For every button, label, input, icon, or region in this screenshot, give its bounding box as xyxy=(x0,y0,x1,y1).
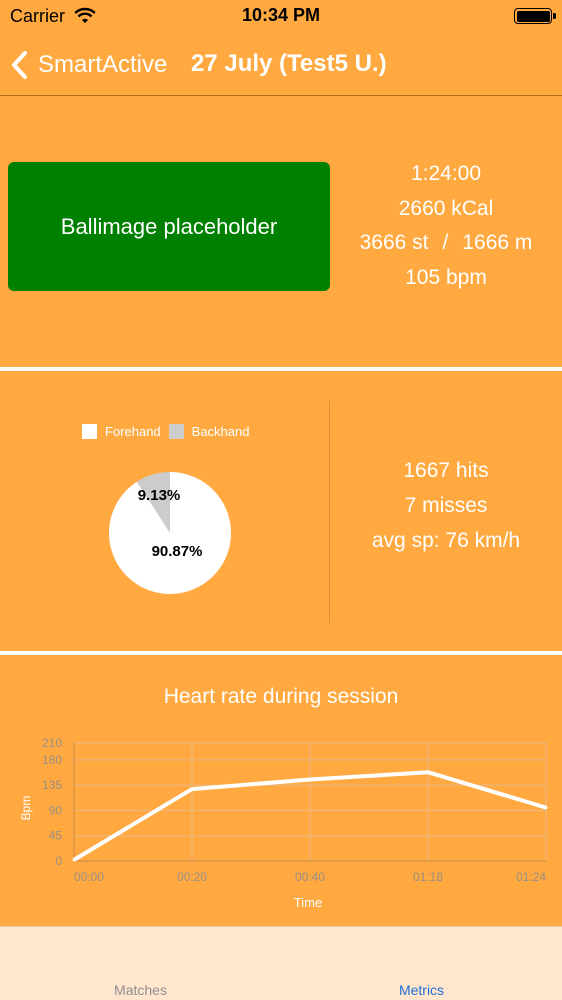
column-divider xyxy=(329,401,330,623)
x-tick-label: 00:00 xyxy=(74,870,104,884)
misses-value: 7 misses xyxy=(404,494,488,517)
distance-value: 1666 m xyxy=(462,231,533,254)
page-title: 27 July (Test5 U.) xyxy=(191,50,387,77)
status-bar: Carrier 10:34 PM xyxy=(0,0,562,32)
y-tick-label: 45 xyxy=(49,829,63,843)
hits-section: Forehand Backhand 9.13% 90.87% 1667 hits … xyxy=(0,371,562,651)
heart-rate-point xyxy=(308,778,312,782)
tab-metrics[interactable]: Metrics xyxy=(281,927,562,1000)
calories-value: 2660 kCal xyxy=(398,196,494,220)
y-tick-label: 135 xyxy=(42,778,62,792)
heart-rate-value: 105 bpm xyxy=(405,265,487,289)
avg-speed-value: avg sp: 76 km/h xyxy=(371,529,521,552)
hits-value: 1667 hits xyxy=(403,459,489,482)
section-divider xyxy=(0,367,562,371)
x-tick-label: 01:24 xyxy=(516,870,546,884)
placeholder-label: Ballimage placeholder xyxy=(60,213,278,239)
backhand-legend-swatch xyxy=(168,424,184,439)
heart-rate-point xyxy=(426,770,430,774)
clock: 10:34 PM xyxy=(241,5,321,25)
forehand-legend-label: Forehand xyxy=(105,424,161,439)
hit-stats: 1667 hits 7 misses avg sp: 76 km/h xyxy=(330,453,562,558)
x-tick-label: 01:18 xyxy=(413,870,443,884)
x-tick-label: 00:40 xyxy=(295,870,325,884)
stroke-pie-chart: 9.13% 90.87% xyxy=(108,472,231,594)
heart-rate-point xyxy=(190,787,194,791)
chevron-left-icon xyxy=(12,51,27,79)
back-label: SmartActive xyxy=(38,51,168,78)
steps-distance-row: 3666 st / 1666 m xyxy=(330,226,562,261)
ball-image-placeholder: Ballimage placeholder xyxy=(8,162,330,291)
battery-icon xyxy=(514,8,556,24)
session-summary-section: Ballimage placeholder 1:24:00 2660 kCal … xyxy=(0,97,562,367)
pie-label-forehand: 90.87% xyxy=(152,543,203,560)
tab-metrics-label: Metrics xyxy=(398,982,445,998)
heart-rate-point xyxy=(72,858,76,862)
x-axis-title: Time xyxy=(294,895,322,910)
pie-slice-forehand xyxy=(108,472,231,594)
x-tick-label: 00:20 xyxy=(177,870,207,884)
y-tick-label: 90 xyxy=(49,803,63,817)
tab-matches-label: Matches xyxy=(114,982,167,998)
y-tick-label: 180 xyxy=(42,753,62,767)
backhand-legend-label: Backhand xyxy=(191,424,250,439)
separator: / xyxy=(442,231,449,254)
tab-matches[interactable]: Matches xyxy=(0,927,281,1000)
carrier-label: Carrier xyxy=(10,6,66,26)
heart-rate-chart-title: Heart rate during session xyxy=(163,685,399,708)
back-button[interactable]: SmartActive xyxy=(10,48,167,82)
pie-legend: Forehand Backhand xyxy=(82,424,249,439)
heart-rate-point xyxy=(544,806,548,810)
forehand-legend-swatch xyxy=(82,424,97,439)
wifi-icon xyxy=(74,7,96,23)
steps-value: 3666 st xyxy=(359,231,429,254)
section-divider xyxy=(0,651,562,655)
tab-bar: Matches Metrics xyxy=(0,926,562,1000)
heart-rate-section: Heart rate during session 0 45 90 135 180 210… xyxy=(0,655,562,926)
y-axis-title: Bpm xyxy=(19,796,33,821)
summary-stats: 1:24:00 2660 kCal 3666 st / 1666 m 105 bpm xyxy=(330,157,562,295)
heart-rate-line-chart: 0 45 90 135 180 210 00:00 00:20 00:40 01:18 01:24 T… xyxy=(19,736,548,910)
pie-label-backhand: 9.13% xyxy=(138,487,181,504)
navigation-bar: SmartActive 27 July (Test5 U.) xyxy=(0,32,562,96)
y-tick-label: 0 xyxy=(55,854,62,868)
pie-slice-backhand xyxy=(136,472,170,533)
duration-value: 1:24:00 xyxy=(410,162,482,185)
y-tick-label: 210 xyxy=(42,736,62,750)
